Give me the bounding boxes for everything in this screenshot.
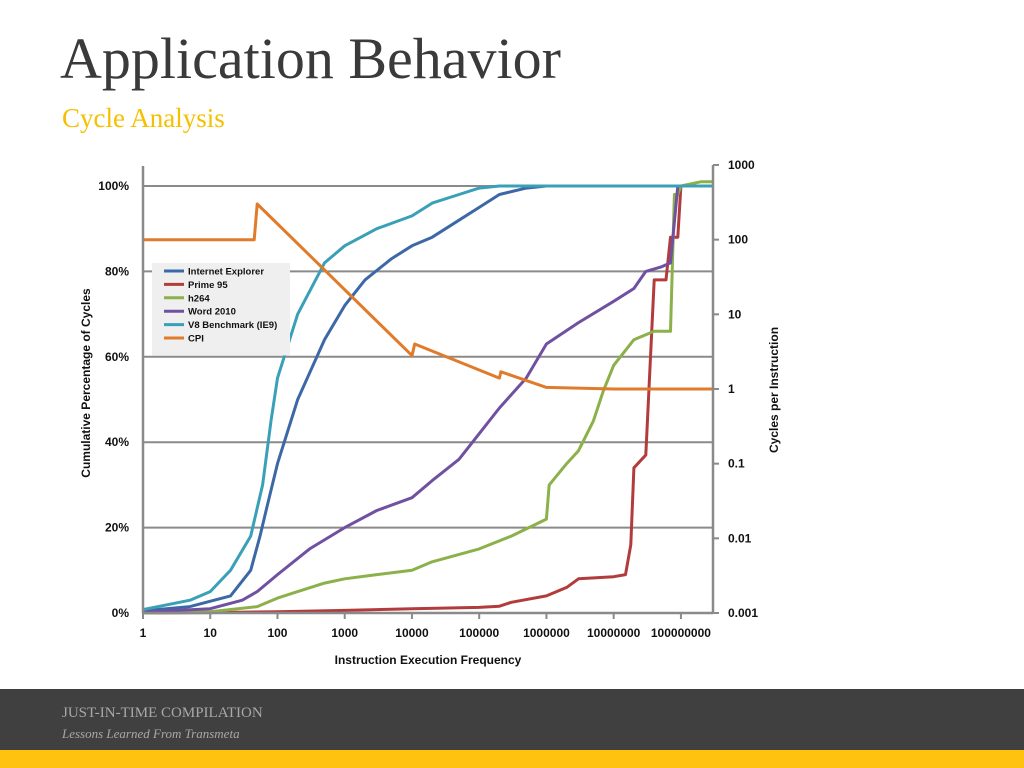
legend-label: h264 — [188, 293, 210, 304]
x-tick-label: 100000 — [459, 626, 499, 640]
x-tick-label: 100 — [267, 626, 287, 640]
footer-accent-bar — [0, 750, 1024, 768]
y-tick-label: 100% — [98, 179, 129, 193]
y-tick-label: 40% — [105, 435, 129, 449]
y2-tick-label: 10 — [728, 307, 742, 321]
y-tick-label: 60% — [105, 350, 129, 364]
footer-subtitle: Lessons Learned From Transmeta — [62, 726, 240, 741]
y2-tick-label: 100 — [728, 233, 748, 247]
slide-subtitle: Cycle Analysis — [62, 103, 225, 133]
legend-box — [152, 263, 290, 356]
y-tick-label: 20% — [105, 521, 129, 535]
legend-label: V8 Benchmark (IE9) — [188, 320, 277, 331]
x-tick-label: 10000 — [395, 626, 429, 640]
y2-tick-label: 1 — [728, 382, 735, 396]
legend-label: Prime 95 — [188, 280, 228, 291]
legend: Internet Explorer Prime 95 h264 Word 2010 V8… — [152, 263, 290, 356]
y2-tick-label: 0.01 — [728, 531, 752, 545]
slide-title: Application Behavior — [60, 26, 561, 91]
y-tick-label: 80% — [105, 264, 129, 278]
series-line-h264 — [142, 180, 713, 615]
x-tick-label: 1000000 — [523, 626, 570, 640]
x-tick-label: 100000000 — [651, 626, 711, 640]
y-tick-label: 0% — [112, 606, 130, 620]
series-line-cpi — [143, 202, 713, 391]
series-line-prime-95 — [142, 184, 713, 615]
x-axis-label: Instruction Execution Frequency — [335, 653, 522, 667]
axes: 0% 20% 40% 60% 80% 100% 1 10 100 1000 10000 100000 1… — [98, 158, 758, 640]
legend-label: Word 2010 — [188, 307, 236, 318]
x-tick-label: 1000 — [331, 626, 358, 640]
series-line-word-2010 — [142, 184, 713, 614]
x-tick-label: 10 — [204, 626, 218, 640]
y2-tick-label: 0.001 — [728, 606, 758, 620]
gridlines — [143, 185, 713, 529]
y2-tick-label: 0.1 — [728, 457, 745, 471]
footer-title: JUST-IN-TIME COMPILATION — [62, 705, 263, 721]
x-tick-label: 1 — [140, 626, 147, 640]
series-group — [142, 180, 713, 615]
y2-axis-label: Cycles per Instruction — [767, 327, 781, 453]
legend-label: Internet Explorer — [188, 267, 264, 278]
y-axis-label: Cumulative Percentage of Cycles — [79, 288, 93, 478]
legend-label: CPI — [188, 334, 204, 345]
series-line-internet-explorer — [142, 184, 713, 613]
footer-band — [0, 689, 1024, 750]
y2-tick-label: 1000 — [728, 158, 755, 172]
cycle-analysis-chart: 0% 20% 40% 60% 80% 100% 1 10 100 1000 10000 100000 1… — [79, 158, 781, 667]
x-tick-label: 10000000 — [587, 626, 641, 640]
series-line-v8-benchmark-ie9 — [142, 184, 713, 612]
